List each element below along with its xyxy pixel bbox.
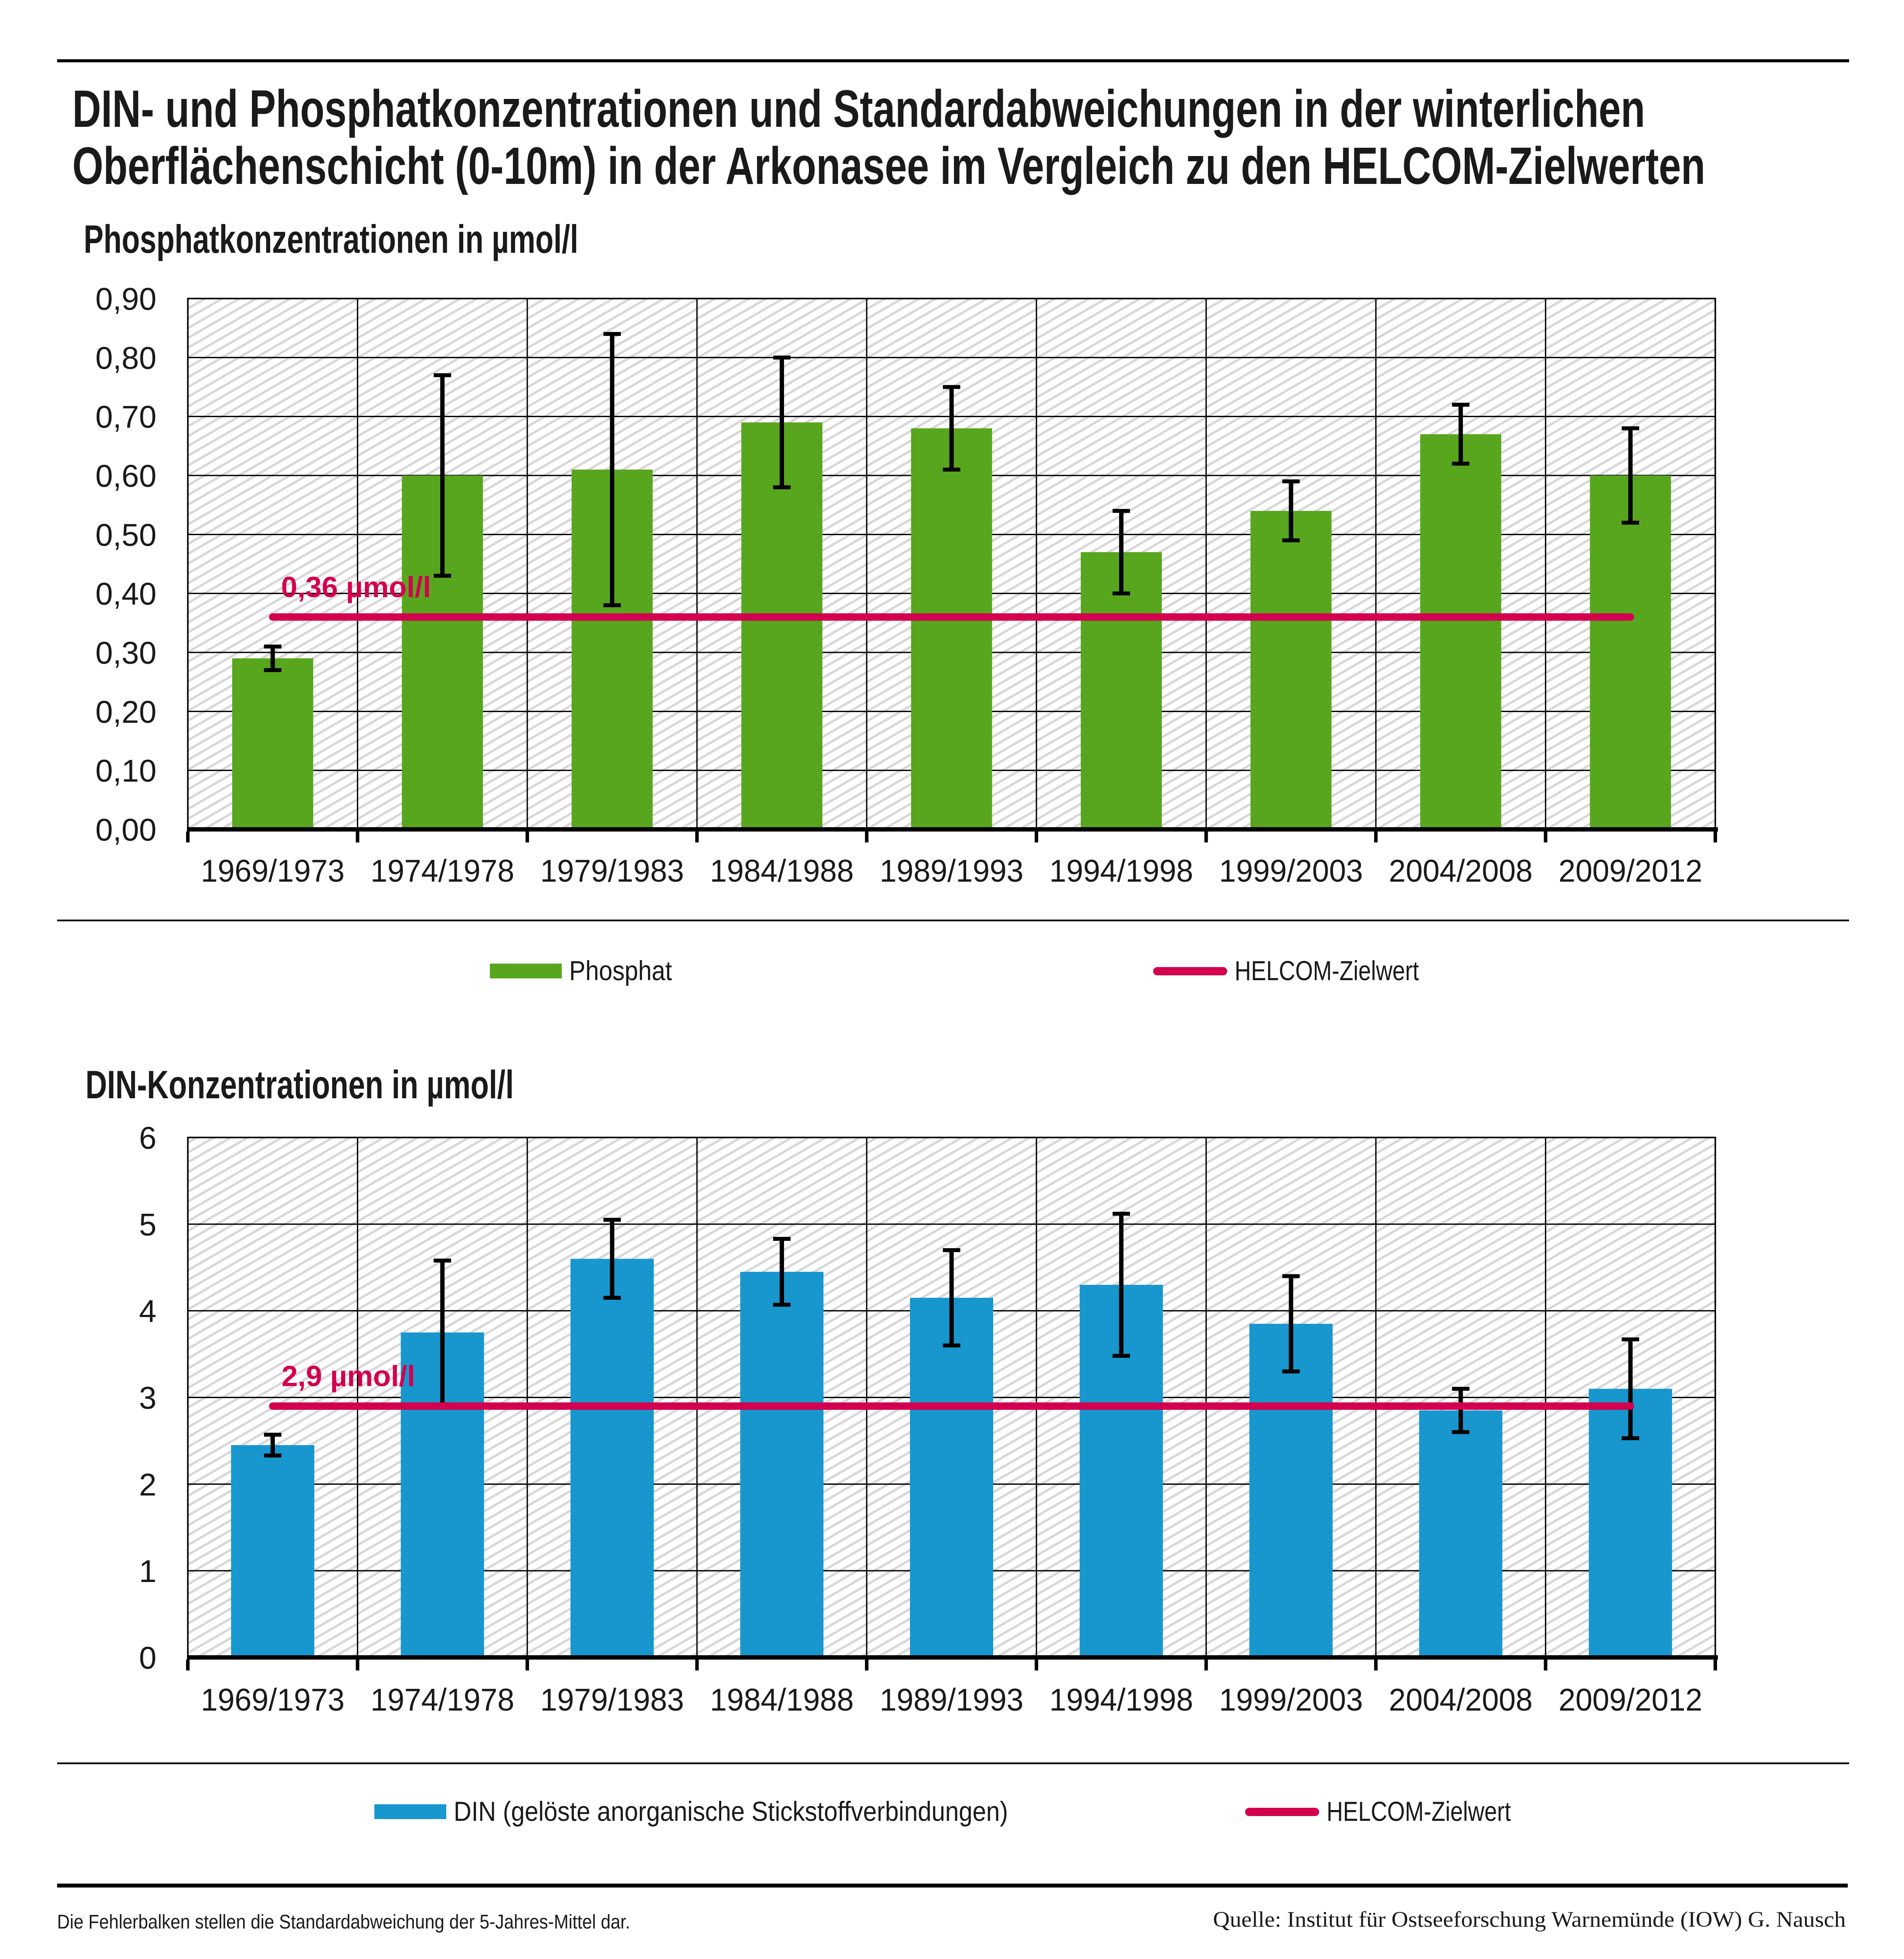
y-tick-label: 0 bbox=[139, 1641, 156, 1676]
x-tick-label: 1999/2003 bbox=[1219, 1683, 1363, 1718]
bar bbox=[1250, 511, 1332, 829]
legend2-item-din: DIN (gelöste anorganische Stickstoffverb… bbox=[374, 1798, 1073, 1825]
legend1-label-phosphat: Phosphat bbox=[569, 955, 672, 986]
bar bbox=[1420, 434, 1501, 829]
y-tick-label: 0,30 bbox=[95, 636, 156, 671]
error-bar bbox=[943, 1248, 960, 1348]
y-tick-label: 0,10 bbox=[95, 754, 156, 789]
bar bbox=[910, 1297, 993, 1657]
x-tick-label: 1979/1983 bbox=[540, 1683, 684, 1718]
x-tick-label: 2004/2008 bbox=[1389, 854, 1533, 889]
bar bbox=[1080, 552, 1162, 829]
error-bar bbox=[603, 332, 621, 608]
x-tick-label: 1974/1978 bbox=[370, 1683, 514, 1718]
y-tick-label: 0,50 bbox=[95, 518, 156, 553]
y-tick-label: 0,70 bbox=[95, 400, 156, 435]
error-bar bbox=[1622, 1337, 1639, 1440]
bar bbox=[741, 422, 823, 829]
x-tick-label: 1994/1998 bbox=[1049, 854, 1193, 889]
bar bbox=[232, 658, 313, 829]
header-rule bbox=[57, 59, 1849, 62]
x-tick-label: 1999/2003 bbox=[1219, 854, 1363, 889]
legend2-label-helcom: HELCOM-Zielwert bbox=[1327, 1796, 1511, 1827]
x-tick-label: 2004/2008 bbox=[1389, 1683, 1533, 1718]
page-title: DIN- und Phosphatkonzentrationen und Sta… bbox=[72, 80, 1904, 194]
bar bbox=[570, 1259, 654, 1657]
y-tick-label: 2 bbox=[139, 1467, 156, 1502]
phosphat-swatch bbox=[490, 964, 562, 978]
x-tick-label: 1969/1973 bbox=[201, 854, 345, 889]
footer-note: Die Fehlerbalken stellen die Standardabw… bbox=[57, 1911, 630, 1933]
x-tick-label: 1989/1993 bbox=[879, 1683, 1023, 1718]
page-title-line2: Oberflächenschicht (0-10m) in der Arkona… bbox=[72, 136, 1705, 195]
legend2-separator bbox=[57, 1762, 1849, 1764]
chart1-title: Phosphatkonzentrationen in µmol/l bbox=[84, 217, 578, 261]
bar bbox=[1590, 475, 1671, 829]
y-tick-label: 5 bbox=[139, 1208, 156, 1243]
x-tick-label: 1969/1973 bbox=[201, 1683, 345, 1718]
x-tick-label: 1984/1988 bbox=[710, 854, 854, 889]
x-tick-label: 1989/1993 bbox=[879, 854, 1023, 889]
error-bar bbox=[1452, 1387, 1470, 1434]
x-tick-label: 2009/2012 bbox=[1558, 854, 1702, 889]
error-bar bbox=[1112, 1212, 1130, 1358]
target-line-label: 2,9 µmol/l bbox=[282, 1360, 415, 1392]
din-swatch bbox=[374, 1804, 446, 1819]
x-tick-label: 2009/2012 bbox=[1558, 1683, 1702, 1718]
y-tick-label: 0,00 bbox=[95, 813, 156, 848]
x-axis bbox=[186, 1655, 1718, 1670]
error-bar bbox=[773, 1237, 791, 1307]
error-bar bbox=[434, 373, 451, 578]
x-tick-label: 1974/1978 bbox=[370, 854, 514, 889]
page-title-line1: DIN- und Phosphatkonzentrationen und Sta… bbox=[72, 79, 1645, 138]
helcom-line-swatch-1 bbox=[1153, 967, 1227, 975]
y-tick-label: 6 bbox=[139, 1121, 156, 1156]
y-tick-label: 0,80 bbox=[95, 341, 156, 376]
bar bbox=[911, 428, 992, 829]
y-tick-label: 1 bbox=[139, 1554, 156, 1589]
error-bar bbox=[943, 385, 960, 472]
y-tick-label: 0,60 bbox=[95, 459, 156, 494]
bar bbox=[740, 1272, 824, 1657]
legend2-label-din: DIN (gelöste anorganische Stickstoffverb… bbox=[454, 1796, 1008, 1827]
bar bbox=[231, 1445, 315, 1657]
x-axis bbox=[186, 827, 1718, 842]
bar bbox=[1419, 1410, 1503, 1657]
error-bar bbox=[264, 1433, 282, 1458]
footer-rule bbox=[57, 1884, 1848, 1888]
legend1-item-phosphat: Phosphat bbox=[490, 957, 685, 985]
footer-source: Quelle: Institut für Ostseeforschung War… bbox=[1213, 1908, 1846, 1932]
y-tick-label: 0,40 bbox=[95, 577, 156, 612]
helcom-line-swatch-2 bbox=[1245, 1807, 1319, 1816]
error-bar bbox=[264, 644, 282, 672]
error-bar bbox=[773, 355, 791, 489]
legend1-item-helcom: HELCOM-Zielwert bbox=[1153, 957, 1457, 985]
y-tick-label: 4 bbox=[139, 1294, 156, 1329]
x-tick-label: 1994/1998 bbox=[1049, 1683, 1193, 1718]
error-bar bbox=[1282, 479, 1300, 543]
target-line-label: 0,36 µmol/l bbox=[281, 571, 431, 604]
legend1-separator bbox=[57, 920, 1849, 921]
error-bar bbox=[603, 1218, 621, 1300]
y-tick-label: 0,90 bbox=[95, 282, 156, 317]
x-tick-label: 1984/1988 bbox=[710, 1683, 854, 1718]
error-bar bbox=[1282, 1274, 1300, 1374]
error-bar bbox=[1112, 509, 1130, 596]
y-tick-label: 3 bbox=[139, 1381, 156, 1416]
legend1-label-helcom: HELCOM-Zielwert bbox=[1235, 955, 1419, 986]
error-bar bbox=[1452, 403, 1470, 466]
error-bar bbox=[1622, 426, 1639, 525]
x-tick-label: 1979/1983 bbox=[540, 854, 684, 889]
y-tick-label: 0,20 bbox=[95, 695, 156, 730]
legend2-item-helcom: HELCOM-Zielwert bbox=[1245, 1798, 1549, 1825]
bar bbox=[1249, 1324, 1333, 1657]
chart2-title: DIN-Konzentrationen in µmol/l bbox=[85, 1063, 514, 1107]
